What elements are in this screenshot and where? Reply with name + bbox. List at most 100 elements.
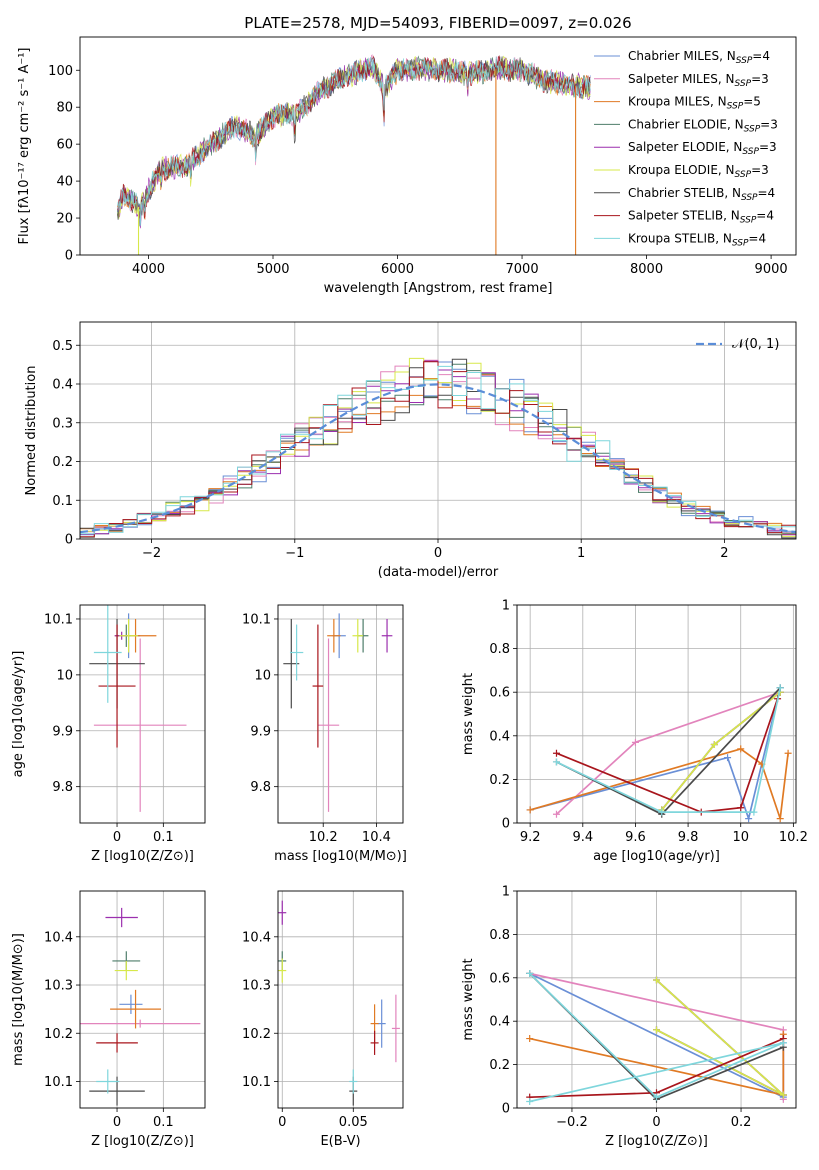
x-axis-label: wavelength [Angstrom, rest frame]	[324, 281, 553, 296]
errorbar-point	[93, 638, 187, 812]
y-tick-label: 0	[502, 817, 510, 832]
errorbar-point	[278, 900, 287, 925]
x-tick-label: 10.2	[309, 830, 338, 845]
errorbar-point	[105, 907, 138, 928]
y-tick-label: 0.2	[489, 1058, 510, 1073]
y-tick-label: 0.2	[489, 773, 510, 788]
weight-marker	[552, 810, 560, 818]
x-axis-label: Z [log10(Z/Z⊙)]	[605, 1134, 708, 1149]
y-tick-label: 0.4	[52, 378, 73, 393]
legend-label: Chabrier STELIB, NSSP=4	[628, 186, 775, 203]
spectrum-line	[117, 56, 591, 226]
y-tick-label: 0.4	[489, 729, 510, 744]
mass-vs-metallicity-panel: 0 0.1 10.1 10.2 10.3 10.4 Z [log10(Z/Z⊙)] mass …	[11, 890, 206, 1149]
errorbar-point	[96, 1033, 138, 1053]
age-vs-mass-panel: 10.2 10.4 9.8 9.9 10 10.1 mass [log10(M/M⊙)]	[242, 604, 407, 864]
spectrum-line	[117, 55, 591, 219]
histogram-series	[80, 365, 796, 535]
x-axis-label: age [log10(age/yr)]	[593, 849, 720, 864]
age-vs-metallicity-panel: 0 0.1 9.8 9.9 10 10.1 Z [log10(Z/Z⊙)] age [log1…	[11, 604, 206, 864]
weight-marker	[779, 1039, 787, 1047]
x-tick-label: 4000	[132, 262, 165, 277]
x-tick-label: 0	[434, 546, 442, 561]
x-tick-label: 2	[720, 546, 728, 561]
legend-label: 𝒩(0, 1)	[732, 337, 779, 352]
errorbar-point	[119, 618, 138, 653]
x-axis-label: mass [log10(M/M⊙)]	[274, 849, 407, 864]
x-tick-label: 9.2	[520, 830, 541, 845]
weight-series	[529, 972, 784, 1103]
x-tick-label: 9.6	[625, 830, 646, 845]
y-tick-label: 10.4	[242, 930, 271, 945]
spectrum-panel: 4000 5000 6000 7000 8000 9000 0 20 40 60 80 100 wave…	[17, 36, 797, 296]
x-tick-label: 9.4	[572, 830, 593, 845]
y-tick-label: 10.1	[242, 1075, 271, 1090]
axes-frame	[516, 604, 797, 824]
weight-marker	[750, 808, 758, 816]
y-tick-label: 10.3	[44, 979, 73, 994]
legend-label: Salpeter STELIB, NSSP=4	[628, 209, 774, 226]
errorbar-point	[110, 989, 162, 1029]
histogram-series	[80, 361, 796, 538]
x-tick-label: 9000	[755, 262, 788, 277]
weight-marker	[653, 1093, 660, 1101]
errorbar-point	[349, 1069, 358, 1094]
weight-marker	[631, 738, 639, 746]
errorbar-point	[278, 958, 287, 983]
axes-frame	[79, 36, 797, 256]
y-tick-label: 9.8	[250, 780, 271, 795]
legend-label: Kroupa STELIB, NSSP=4	[628, 231, 766, 248]
y-tick-label: 100	[48, 64, 73, 79]
legend-label: Chabrier ELODIE, NSSP=3	[628, 117, 778, 134]
spectrum-legend: Chabrier MILES, NSSP=4 Salpeter MILES, NS…	[594, 49, 778, 248]
mass-weight-vs-age-panel: 9.2 9.4 9.6 9.8 10 10.2 0 0.2 0.4 0.6 0.8 1 age [log…	[461, 599, 808, 865]
weight-marker	[526, 969, 534, 977]
y-tick-label: 0.5	[52, 339, 73, 354]
weight-lines	[526, 969, 787, 1105]
errorbar-point	[119, 994, 143, 1014]
errorbar-point	[80, 1019, 201, 1028]
errorbar-point	[96, 1069, 120, 1094]
y-tick-label: 1	[502, 885, 510, 900]
x-tick-label: −2	[142, 546, 161, 561]
residual-histogram-panel: −2 −1 0 1 2 0 0.1 0.2 0.3 0.4 0.5 (data-model)/erro…	[24, 321, 797, 580]
weight-marker	[784, 749, 792, 757]
errorbar-point	[377, 999, 386, 1048]
mass-weight-vs-metallicity-panel: −0.2 0 0.2 0 0.2 0.4 0.6 0.8 1 Z [log10(Z/Z⊙)] mas…	[461, 885, 797, 1149]
spectrum-line	[117, 56, 591, 220]
y-axis-label: Normed distribution	[24, 366, 39, 496]
errorbar-points	[80, 907, 201, 1106]
y-tick-label: 0	[65, 533, 73, 548]
y-tick-label: 0.3	[52, 416, 73, 431]
weight-series	[556, 687, 781, 816]
x-tick-label: −1	[285, 546, 304, 561]
weight-marker	[776, 815, 784, 823]
x-tick-label: 0	[113, 1115, 121, 1130]
errorbar-point	[114, 960, 138, 981]
weight-marker	[737, 804, 745, 812]
x-axis-label: E(B-V)	[320, 1134, 360, 1149]
axes-frame	[79, 604, 206, 824]
x-tick-label: 9.8	[678, 830, 699, 845]
x-tick-label: 0.1	[153, 830, 174, 845]
weight-marker	[552, 758, 560, 766]
mass-vs-extinction-panel: 0 0.05 10.1 10.2 10.3 10.4 E(B-V)	[242, 890, 404, 1149]
y-tick-label: 9.8	[52, 780, 73, 795]
y-tick-label: 10.1	[44, 1075, 73, 1090]
axes-frame	[516, 890, 797, 1109]
weight-marker	[526, 806, 534, 814]
x-tick-label: 0	[113, 830, 121, 845]
axes-frame	[79, 890, 206, 1109]
errorbar-point	[391, 994, 400, 1063]
weight-marker	[653, 976, 660, 984]
weight-series	[556, 687, 782, 813]
legend-label: Salpeter ELODIE, NSSP=3	[628, 140, 777, 157]
errorbar-points	[283, 613, 393, 812]
errorbar-point	[289, 624, 304, 681]
x-tick-label: 0	[278, 1115, 286, 1130]
weight-series	[529, 687, 782, 822]
x-tick-label: 10.4	[362, 830, 391, 845]
x-tick-label: −0.2	[556, 1115, 588, 1130]
errorbar-point	[98, 624, 136, 748]
weight-marker	[779, 1091, 787, 1099]
